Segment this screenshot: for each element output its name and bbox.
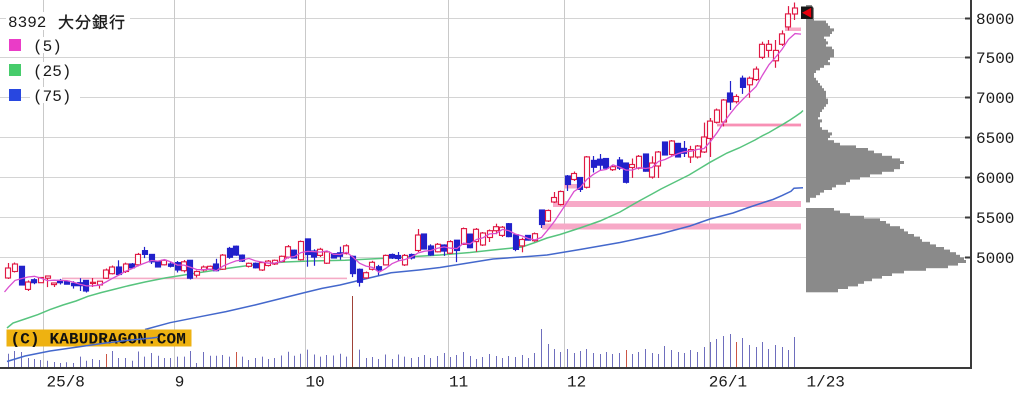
svg-text:9: 9 [175, 374, 185, 392]
svg-text:12: 12 [567, 374, 586, 392]
svg-text:7000: 7000 [976, 90, 1014, 108]
svg-text:25/8: 25/8 [47, 374, 85, 392]
svg-text:5500: 5500 [976, 210, 1014, 228]
svg-text:(75): (75) [33, 88, 71, 106]
svg-text:5000: 5000 [976, 250, 1014, 268]
svg-text:26/1: 26/1 [709, 374, 747, 392]
svg-text:8392: 8392 [8, 14, 46, 32]
svg-text:(5): (5) [33, 38, 62, 56]
svg-text:8000: 8000 [976, 11, 1014, 29]
svg-text:6000: 6000 [976, 170, 1014, 188]
svg-text:(C) KABUDRAGON.COM: (C) KABUDRAGON.COM [11, 331, 187, 349]
svg-text:10: 10 [306, 374, 325, 392]
svg-text:7500: 7500 [976, 50, 1014, 68]
svg-text:1/23: 1/23 [807, 374, 845, 392]
svg-text:11: 11 [449, 374, 468, 392]
svg-text:6500: 6500 [976, 130, 1014, 148]
svg-text:(25): (25) [33, 63, 71, 81]
